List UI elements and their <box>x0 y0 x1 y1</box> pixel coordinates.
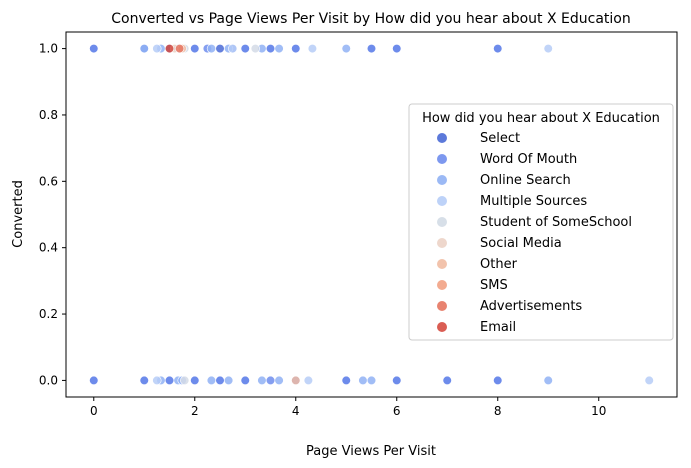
point-online-search <box>206 375 217 386</box>
legend-marker <box>437 238 447 248</box>
points-layer <box>89 43 654 386</box>
point-word-of-mouth <box>190 43 200 54</box>
x-tick-label: 2 <box>191 404 199 418</box>
legend-label: Online Search <box>480 173 571 188</box>
plot-frame <box>65 31 678 398</box>
point-online-search <box>366 375 377 386</box>
y-tick-label: 0.4 <box>39 241 58 255</box>
y-tick-label: 1.0 <box>39 42 58 56</box>
legend-label: Advertisements <box>480 299 582 314</box>
legend-label: Multiple Sources <box>480 194 587 209</box>
legend: How did you hear about X Education Selec… <box>408 103 674 341</box>
point-word-of-mouth <box>392 375 402 386</box>
legend-marker <box>437 175 447 185</box>
point-word-of-mouth <box>493 43 503 54</box>
legend-marker <box>437 322 447 332</box>
point-online-search <box>257 375 267 386</box>
legend-marker <box>437 154 447 164</box>
point-online-search <box>341 43 351 54</box>
point-word-of-mouth <box>240 43 250 54</box>
point-word-of-mouth <box>215 375 225 386</box>
point-multiple-sources <box>228 43 238 54</box>
y-axis-label: Converted <box>11 180 26 248</box>
point-word-of-mouth <box>442 375 452 386</box>
legend-label: Word Of Mouth <box>480 152 577 167</box>
point-word-of-mouth <box>89 43 99 54</box>
y-tick-label: 0.2 <box>39 307 58 321</box>
x-tick-label: 0 <box>90 404 98 418</box>
chart-title: Converted vs Page Views Per Visit by How… <box>111 11 630 27</box>
point-word-of-mouth <box>366 43 377 54</box>
point-online-search <box>206 43 217 54</box>
point-multiple-sources <box>303 375 313 386</box>
x-tick-label: 6 <box>393 404 401 418</box>
x-tick-label: 10 <box>591 404 606 418</box>
legend-marker <box>437 301 447 311</box>
legend-label: Social Media <box>480 236 562 251</box>
point-word-of-mouth <box>341 375 351 386</box>
x-tick-label: 8 <box>494 404 502 418</box>
point-word-of-mouth <box>392 43 402 54</box>
legend-label: Student of SomeSchool <box>480 215 632 230</box>
legend-marker <box>437 280 447 290</box>
x-axis-ticks: 0 2 4 6 8 10 <box>90 397 606 418</box>
point-word-of-mouth <box>265 43 276 54</box>
legend-box <box>408 103 674 341</box>
legend-marker <box>437 196 447 206</box>
point-word-of-mouth <box>89 375 99 386</box>
legend-label: Email <box>480 320 516 335</box>
y-tick-label: 0.6 <box>39 174 58 188</box>
point-word-of-mouth <box>164 375 175 386</box>
point-email <box>164 43 175 54</box>
point-online-search <box>139 43 149 54</box>
y-tick-label: 0.0 <box>39 373 58 387</box>
legend-label: Other <box>480 257 518 272</box>
legend-label: SMS <box>480 278 508 293</box>
point-advertisements <box>175 43 185 54</box>
point-online-search <box>274 375 284 386</box>
point-student-of-someschool <box>250 43 260 54</box>
y-tick-label: 0.8 <box>39 108 58 122</box>
legend-title: How did you hear about X Education <box>422 111 660 126</box>
point-word-of-mouth <box>139 375 149 386</box>
point-select <box>215 43 225 54</box>
legend-marker <box>437 133 447 143</box>
point-word-of-mouth <box>493 375 503 386</box>
point-word-of-mouth <box>291 43 301 54</box>
point-other <box>291 375 301 386</box>
point-online-search <box>358 375 368 386</box>
point-online-search <box>274 43 284 54</box>
point-word-of-mouth <box>240 375 250 386</box>
point-student-of-someschool <box>180 375 190 386</box>
point-multiple-sources <box>152 375 162 386</box>
legend-label: Select <box>480 131 520 146</box>
point-multiple-sources <box>152 43 162 54</box>
point-multiple-sources <box>543 43 553 54</box>
point-online-search <box>543 375 553 386</box>
y-axis-ticks: 0.0 0.2 0.4 0.6 0.8 1.0 <box>39 42 66 387</box>
legend-marker <box>437 259 447 269</box>
legend-marker <box>437 217 447 227</box>
point-word-of-mouth <box>265 375 276 386</box>
point-online-search <box>224 375 234 386</box>
point-multiple-sources <box>644 375 654 386</box>
x-tick-label: 4 <box>292 404 300 418</box>
point-multiple-sources <box>307 43 318 54</box>
point-word-of-mouth <box>190 375 200 386</box>
x-axis-label: Page Views Per Visit <box>306 444 436 459</box>
